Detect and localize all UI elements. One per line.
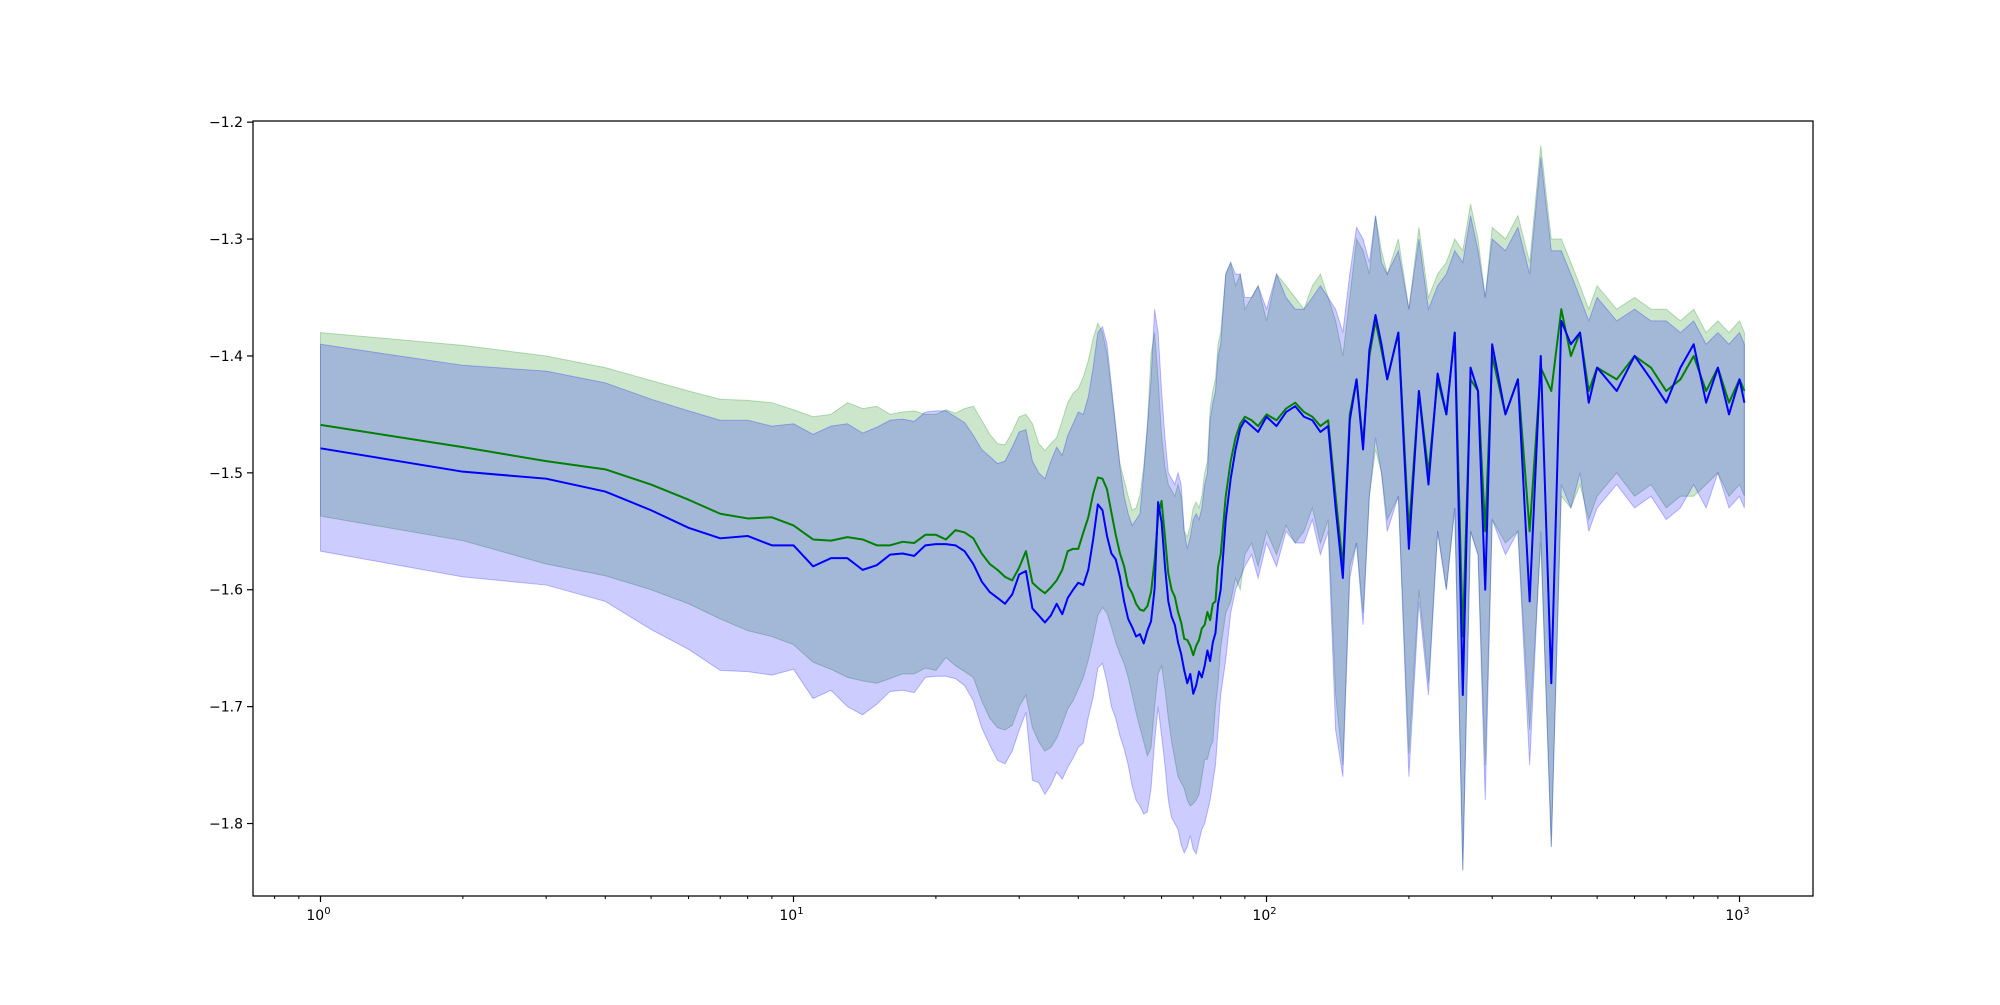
series-lines [320,308,1746,696]
y-tick-label: −1.5 [209,466,243,482]
y-tick-label: −1.8 [209,817,243,833]
y-tick-label: −1.7 [209,700,243,716]
plot-frame [252,120,1814,897]
y-tick-label: −1.3 [209,232,243,248]
y-tick-label: −1.6 [209,583,243,599]
y-axis: −1.2 −1.3 −1.4 −1.5 −1.6 −1.7 −1.8 [209,115,253,833]
series-1-band [319,157,1745,871]
confidence-bands [319,145,1745,871]
y-tick-label: −1.4 [209,349,243,365]
series-1-line [320,314,1746,696]
y-tick-label: −1.2 [209,115,243,131]
series-0-band [319,145,1745,871]
